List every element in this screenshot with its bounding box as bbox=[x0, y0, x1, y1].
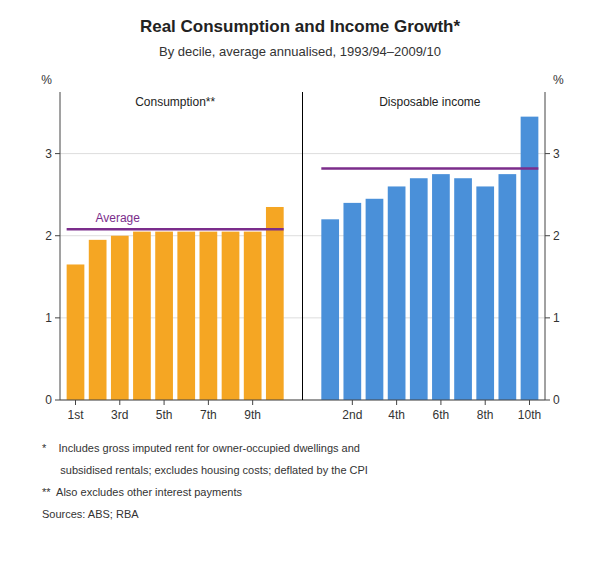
bar bbox=[521, 117, 539, 400]
x-tick-label: 3rd bbox=[111, 408, 128, 422]
bar bbox=[222, 232, 240, 400]
y2-tick-label: 0 bbox=[553, 393, 560, 407]
bar bbox=[155, 232, 173, 400]
bar bbox=[498, 174, 516, 400]
bar bbox=[410, 178, 428, 400]
bar bbox=[111, 236, 129, 400]
x-tick bbox=[119, 400, 120, 405]
y-axis bbox=[60, 92, 61, 400]
y-tick bbox=[55, 235, 60, 236]
chart: Real Consumption and Income Growth* By de… bbox=[0, 0, 600, 575]
y2-tick bbox=[545, 235, 550, 236]
bar bbox=[67, 264, 85, 400]
x-tick bbox=[352, 400, 353, 405]
bar bbox=[366, 199, 384, 400]
bar bbox=[266, 207, 284, 400]
y2-tick bbox=[545, 153, 550, 154]
x-tick bbox=[252, 400, 253, 405]
x-tick bbox=[75, 400, 76, 405]
y-tick-label: 0 bbox=[45, 393, 52, 407]
bar bbox=[200, 232, 218, 400]
subtitle: By decile, average annualised, 1993/94–2… bbox=[159, 44, 441, 59]
y-tick bbox=[55, 400, 60, 401]
bar bbox=[454, 178, 472, 400]
bar bbox=[177, 232, 195, 400]
x-tick bbox=[208, 400, 209, 405]
panel-divider bbox=[302, 92, 303, 400]
x-tick-label: 10th bbox=[518, 408, 541, 422]
footnote: Sources: ABS; RBA bbox=[42, 508, 139, 520]
y-tick-label: 3 bbox=[45, 147, 52, 161]
average-label: Average bbox=[95, 211, 140, 225]
y2-axis bbox=[545, 92, 546, 400]
y-tick-label: 1 bbox=[45, 311, 52, 325]
x-tick bbox=[529, 400, 530, 405]
x-tick bbox=[396, 400, 397, 405]
title: Real Consumption and Income Growth* bbox=[140, 17, 461, 36]
bar bbox=[343, 203, 361, 400]
y2-tick-label: 1 bbox=[553, 311, 560, 325]
x-tick bbox=[485, 400, 486, 405]
panel-label: Disposable income bbox=[379, 95, 481, 109]
x-tick bbox=[164, 400, 165, 405]
y2-tick-label: 2 bbox=[553, 229, 560, 243]
y-tick-label: 2 bbox=[45, 229, 52, 243]
x-tick-label: 7th bbox=[200, 408, 217, 422]
x-tick-label: 8th bbox=[477, 408, 494, 422]
x-tick-label: 5th bbox=[156, 408, 173, 422]
y-unit-label: % bbox=[41, 73, 52, 87]
bar bbox=[388, 186, 406, 400]
bar bbox=[321, 219, 339, 400]
footnote: * Includes gross imputed rent for owner-… bbox=[42, 442, 360, 454]
bar bbox=[89, 240, 107, 400]
x-tick-label: 2nd bbox=[342, 408, 362, 422]
panel-label: Consumption** bbox=[135, 95, 215, 109]
x-tick-label: 4th bbox=[388, 408, 405, 422]
y2-tick bbox=[545, 400, 550, 401]
x-tick-label: 9th bbox=[244, 408, 261, 422]
bar bbox=[244, 232, 262, 400]
x-tick-label: 1st bbox=[67, 408, 84, 422]
bar bbox=[476, 186, 494, 400]
y-tick bbox=[55, 153, 60, 154]
x-tick-label: 6th bbox=[433, 408, 450, 422]
bar bbox=[133, 232, 151, 400]
bar bbox=[432, 174, 450, 400]
average-line bbox=[321, 167, 538, 170]
y2-unit-label: % bbox=[553, 73, 564, 87]
x-tick bbox=[440, 400, 441, 405]
y2-tick-label: 3 bbox=[553, 147, 560, 161]
footnote: ** Also excludes other interest payments bbox=[42, 486, 242, 498]
y2-tick bbox=[545, 317, 550, 318]
y-tick bbox=[55, 317, 60, 318]
average-line bbox=[67, 228, 284, 231]
footnote: subsidised rentals; excludes housing cos… bbox=[42, 464, 368, 476]
